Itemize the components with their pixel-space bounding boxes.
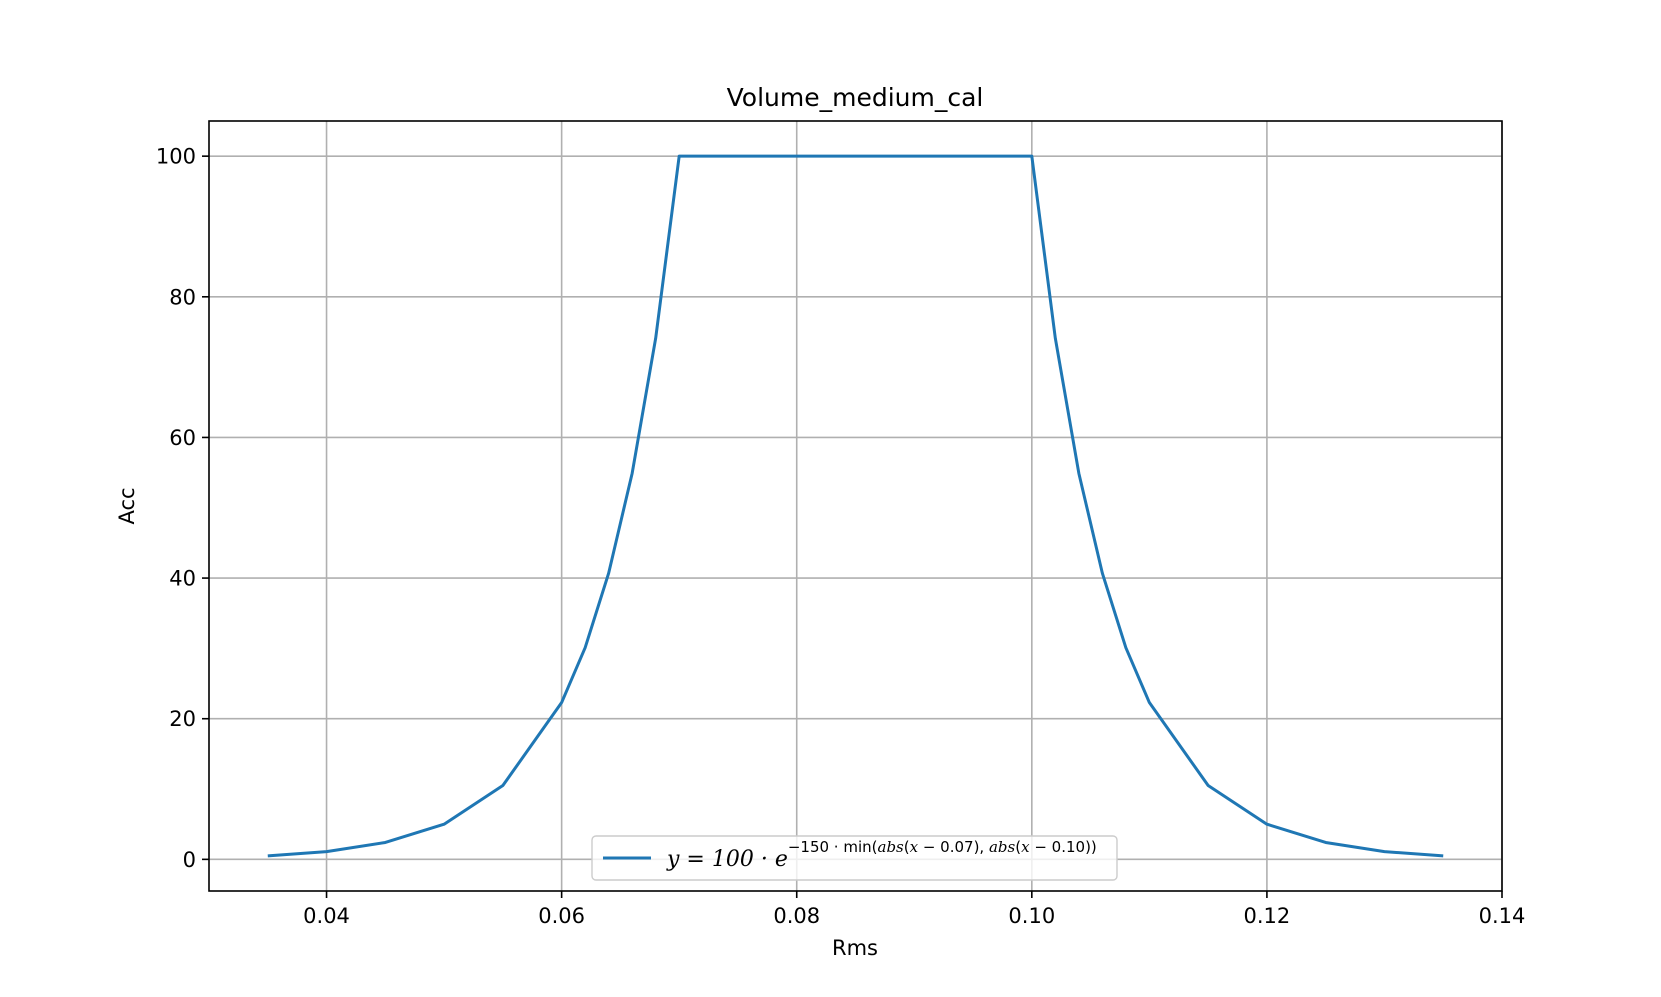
x-tick-label: 0.06 [538, 904, 585, 928]
series-line [267, 154, 1444, 858]
x-tick-label: 0.10 [1008, 904, 1055, 928]
axes-frame [208, 120, 1503, 892]
legend-box [591, 835, 1118, 881]
legend-label: y = 100 · e−150 · min(abs(x − 0.07), abs… [666, 838, 1097, 872]
ticks: 0.04 0.06 0.08 0.10 0.12 0.14 0 20 40 60 80 100 [156, 145, 1525, 928]
y-tick-label: 40 [169, 567, 196, 591]
x-tick-label: 0.14 [1479, 904, 1526, 928]
x-tick-label: 0.12 [1244, 904, 1291, 928]
y-tick-label: 60 [169, 426, 196, 450]
x-axis-label: Rms [832, 936, 878, 960]
grid-lines [209, 121, 1503, 891]
chart-title: Volume_medium_cal [727, 83, 984, 112]
x-tick-label: 0.08 [773, 904, 820, 928]
x-tick-label: 0.04 [303, 904, 350, 928]
legend: y = 100 · e−150 · min(abs(x − 0.07), abs… [591, 835, 1118, 881]
y-tick-label: 20 [169, 707, 196, 731]
y-tick-label: 0 [183, 848, 196, 872]
series-layer [267, 154, 1444, 858]
y-tick-label: 80 [169, 285, 196, 309]
y-axis-label: Acc [115, 487, 139, 524]
y-tick-label: 100 [156, 145, 196, 169]
